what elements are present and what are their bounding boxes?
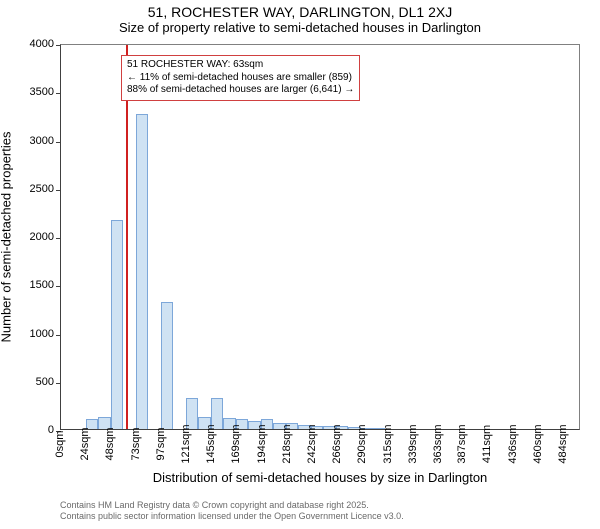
y-tick-label: 0 bbox=[4, 424, 54, 436]
y-tick-label: 500 bbox=[4, 376, 54, 388]
x-tick-label: 48sqm bbox=[104, 427, 116, 460]
x-tick-label: 290sqm bbox=[356, 424, 368, 463]
x-tick-label: 315sqm bbox=[382, 424, 394, 463]
x-tick-label: 97sqm bbox=[155, 427, 167, 460]
x-tick-label: 24sqm bbox=[79, 427, 91, 460]
x-tick-label: 121sqm bbox=[180, 424, 192, 463]
x-tick-label: 145sqm bbox=[205, 424, 217, 463]
x-tick-label: 242sqm bbox=[306, 424, 318, 463]
plot-area: 51 ROCHESTER WAY: 63sqm← 11% of semi-det… bbox=[60, 44, 580, 430]
x-tick-label: 460sqm bbox=[532, 424, 544, 463]
y-tick-label: 2500 bbox=[4, 183, 54, 195]
y-tick-label: 1500 bbox=[4, 279, 54, 291]
annotation-line: 88% of semi-detached houses are larger (… bbox=[127, 84, 354, 97]
chart-title: 51, ROCHESTER WAY, DARLINGTON, DL1 2XJ bbox=[0, 0, 600, 20]
annotation-line: 51 ROCHESTER WAY: 63sqm bbox=[127, 59, 354, 72]
chart-subtitle: Size of property relative to semi-detach… bbox=[0, 20, 600, 37]
footer-line-1: Contains HM Land Registry data © Crown c… bbox=[60, 500, 600, 511]
y-tick-label: 3500 bbox=[4, 86, 54, 98]
footer-line-2: Contains public sector information licen… bbox=[60, 511, 600, 522]
reference-line bbox=[126, 45, 128, 429]
histogram-bar bbox=[136, 114, 148, 429]
x-tick-label: 169sqm bbox=[230, 424, 242, 463]
x-axis-ticks: 0sqm24sqm48sqm73sqm97sqm121sqm145sqm169s… bbox=[60, 432, 580, 472]
x-tick-label: 73sqm bbox=[130, 427, 142, 460]
y-tick-label: 4000 bbox=[4, 38, 54, 50]
histogram-bar bbox=[161, 302, 173, 429]
x-tick-label: 218sqm bbox=[281, 424, 293, 463]
x-tick-label: 387sqm bbox=[456, 424, 468, 463]
x-tick-label: 411sqm bbox=[481, 425, 493, 463]
x-tick-label: 194sqm bbox=[256, 424, 268, 463]
x-tick-label: 0sqm bbox=[54, 431, 66, 458]
y-axis-ticks: 05001000150020002500300035004000 bbox=[0, 44, 60, 430]
x-tick-label: 266sqm bbox=[331, 424, 343, 463]
x-tick-label: 484sqm bbox=[557, 424, 569, 463]
y-tick-label: 2000 bbox=[4, 231, 54, 243]
footer-attribution: Contains HM Land Registry data © Crown c… bbox=[0, 500, 600, 529]
annotation-line: ← 11% of semi-detached houses are smalle… bbox=[127, 72, 354, 85]
x-tick-label: 436sqm bbox=[507, 424, 519, 463]
x-axis-label: Distribution of semi-detached houses by … bbox=[60, 470, 580, 485]
x-tick-label: 363sqm bbox=[432, 424, 444, 463]
annotation-box: 51 ROCHESTER WAY: 63sqm← 11% of semi-det… bbox=[121, 55, 360, 101]
x-tick-label: 339sqm bbox=[407, 424, 419, 463]
y-tick-label: 1000 bbox=[4, 328, 54, 340]
histogram-bar bbox=[111, 220, 123, 429]
histogram-chart: 51, ROCHESTER WAY, DARLINGTON, DL1 2XJ S… bbox=[0, 0, 600, 500]
y-tick-label: 3000 bbox=[4, 135, 54, 147]
